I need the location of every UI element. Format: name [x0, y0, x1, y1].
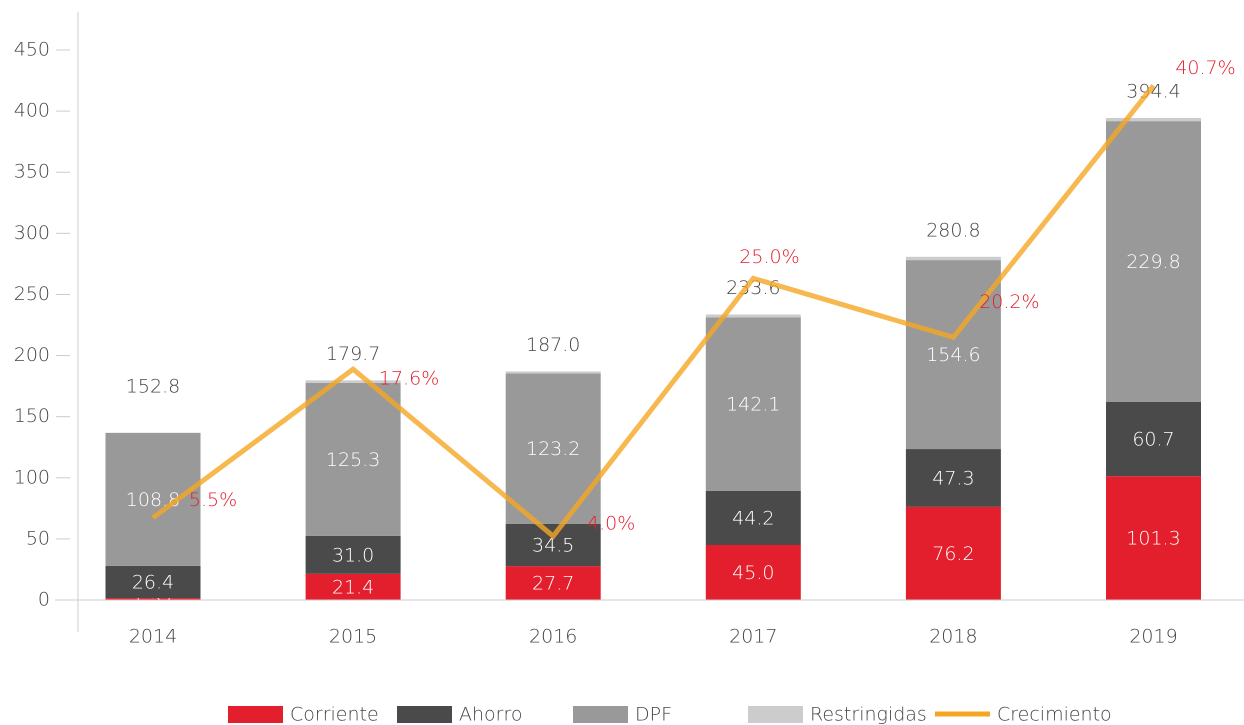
value-label: 47.3	[932, 467, 974, 489]
bar-segment	[905, 449, 1001, 507]
y-tick-label: 400	[14, 100, 50, 122]
value-label: 31.0	[332, 544, 374, 566]
bar-segment	[105, 432, 201, 566]
value-label: 123.2	[526, 438, 580, 460]
value-label: 108.8	[126, 489, 180, 511]
bar-segment	[1106, 121, 1201, 402]
bar-segment	[905, 506, 1001, 600]
y-tick-label: 100	[14, 466, 50, 488]
legend-label: Ahorro	[459, 704, 523, 725]
bar-segment	[105, 598, 201, 600]
legend-swatch	[397, 706, 452, 723]
bar-segment	[305, 380, 401, 383]
bar-segment	[705, 314, 801, 318]
legend-swatch	[573, 706, 628, 723]
value-label: 76.2	[932, 543, 974, 565]
y-tick-label: 0	[38, 589, 50, 611]
legend-label: Corriente	[290, 704, 379, 725]
growth-label: 5.5%	[189, 489, 237, 511]
bar-segment	[1106, 402, 1201, 477]
growth-label: 20.2%	[979, 291, 1039, 313]
value-label: 34.5	[532, 535, 574, 557]
growth-label: 4.0%	[587, 513, 635, 535]
value-label: 27.7	[532, 573, 574, 595]
bar-segment	[1106, 117, 1201, 122]
legend-label: Restringidas	[810, 704, 927, 725]
value-label: 229.8	[1126, 251, 1180, 273]
x-tick-label: 2019	[1129, 626, 1177, 648]
y-tick-label: 250	[14, 283, 50, 305]
y-tick-label: 450	[14, 39, 50, 61]
growth-label: 40.7%	[1175, 57, 1235, 79]
value-label: 154.6	[926, 344, 980, 366]
bar-segment	[305, 382, 401, 536]
legend-label: DPF	[635, 704, 672, 725]
x-tick-label: 2015	[329, 626, 377, 648]
bar-segment	[305, 535, 401, 574]
total-label: 152.8	[126, 376, 180, 398]
bar-segment	[1106, 476, 1201, 600]
y-tick-label: 300	[14, 222, 50, 244]
x-tick-label: 2016	[529, 626, 577, 648]
value-label: 45.0	[732, 562, 774, 584]
bar-segment	[505, 371, 601, 374]
total-label: 280.8	[926, 219, 980, 241]
bar-segment	[305, 573, 401, 600]
value-label: 26.4	[132, 571, 174, 593]
total-label: 179.7	[326, 343, 380, 365]
value-label: 60.7	[1132, 429, 1174, 451]
bar-segment	[505, 523, 601, 567]
bar-segment	[705, 490, 801, 545]
value-label: 21.4	[332, 576, 374, 598]
growth-label: 25.0%	[739, 246, 799, 268]
legend-label: Crecimiento	[997, 704, 1112, 725]
growth-line	[151, 84, 1156, 540]
bar-segment	[905, 256, 1001, 261]
legend-swatch	[228, 706, 283, 723]
total-label: 394.4	[1126, 80, 1180, 102]
legend-swatch	[748, 706, 803, 723]
y-tick-label: 150	[14, 405, 50, 427]
value-label: 101.3	[1126, 528, 1180, 550]
x-tick-label: 2017	[729, 626, 777, 648]
value-label: 125.3	[326, 449, 380, 471]
bar-segment	[705, 317, 801, 491]
bar-segment	[505, 566, 601, 600]
x-tick-label: 2014	[129, 626, 177, 648]
growth-label: 17.6%	[379, 368, 439, 390]
bar-segment	[905, 260, 1001, 450]
bar-segment	[105, 565, 201, 599]
value-label: 142.1	[726, 394, 780, 416]
bar-segment	[705, 545, 801, 600]
y-tick-label: 200	[14, 344, 50, 366]
value-label: 44.2	[732, 507, 774, 529]
x-tick-label: 2018	[929, 626, 977, 648]
y-tick-label: 50	[26, 527, 50, 549]
y-tick-label: 350	[14, 161, 50, 183]
total-label: 187.0	[526, 334, 580, 356]
